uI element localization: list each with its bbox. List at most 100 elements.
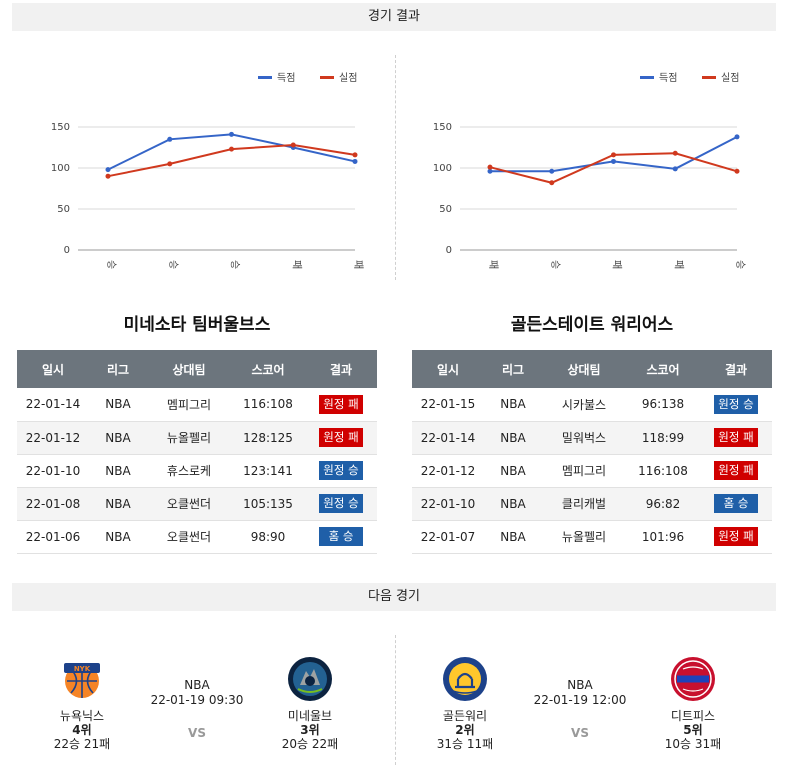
team-record: 31승 11패 xyxy=(436,737,494,751)
data-point xyxy=(611,152,616,158)
chart-right: 0 50 100 150 패 승 패 패 승 득점 실점 xyxy=(412,60,757,275)
y-tick-label: 100 xyxy=(433,163,452,174)
data-point xyxy=(167,136,173,142)
team-rank: 3위 xyxy=(300,723,320,737)
legend-label: 득점 xyxy=(277,72,295,84)
legend-swatch xyxy=(320,76,334,79)
home-team[interactable]: NYK 뉴욕닉스 4위 22승 21패 xyxy=(37,655,127,751)
data-point xyxy=(105,167,111,173)
table-row[interactable]: 22-01-14 NBA 밀워벅스 118:99 원정 패 xyxy=(412,421,772,455)
data-point xyxy=(734,168,740,174)
cell-score: 96:82 xyxy=(626,487,700,521)
cell-result: 원정 승 xyxy=(700,388,772,422)
table-row[interactable]: 22-01-15 NBA 시카불스 96:138 원정 승 xyxy=(412,388,772,422)
table-row[interactable]: 22-01-06 NBA 오클썬더 98:90 홈 승 xyxy=(17,520,377,554)
cell-opponent: 뉴올펠리 xyxy=(542,520,626,554)
cell-date: 22-01-06 xyxy=(17,520,89,554)
cell-opponent: 멤피그리 xyxy=(147,388,231,422)
team-rank: 2위 xyxy=(455,723,475,737)
cell-score: 96:138 xyxy=(626,388,700,422)
game-info: NBA 22-01-19 09:30 xyxy=(142,678,252,708)
vs-label: VS xyxy=(571,726,589,740)
series-line xyxy=(107,133,356,171)
result-badge: 홈 승 xyxy=(714,494,758,513)
team-name: 디트피스 xyxy=(670,709,716,723)
cell-result: 원정 패 xyxy=(700,454,772,488)
pistons-logo-icon xyxy=(671,657,715,701)
cell-date: 22-01-14 xyxy=(412,421,484,455)
table-row[interactable]: 22-01-12 NBA 멤피그리 116:108 원정 패 xyxy=(412,454,772,488)
data-point xyxy=(611,158,616,164)
next-game-card[interactable]: NYK 뉴욕닉스 4위 22승 21패 NBA 22-01-19 09:30 V… xyxy=(12,650,382,760)
table-row[interactable]: 22-01-07 NBA 뉴올펠리 101:96 원정 패 xyxy=(412,520,772,554)
data-point xyxy=(352,152,358,158)
cell-league: NBA xyxy=(89,520,147,554)
cell-league: NBA xyxy=(484,487,542,521)
score-chart-golden-state: 0 50 100 150 패 승 패 패 승 득점 실점 xyxy=(433,72,746,269)
y-tick-label: 150 xyxy=(433,122,452,133)
team-record: 20승 22패 xyxy=(281,737,339,751)
legend-label: 실점 xyxy=(339,72,357,84)
cell-opponent: 뉴올펠리 xyxy=(147,421,231,455)
cell-league: NBA xyxy=(89,421,147,455)
cell-date: 22-01-12 xyxy=(412,454,484,488)
y-tick-label: 0 xyxy=(446,245,452,256)
cell-score: 118:99 xyxy=(626,421,700,455)
cell-date: 22-01-08 xyxy=(17,487,89,521)
team-title-golden-state: 골든스테이트 워리어스 xyxy=(510,315,674,335)
data-point xyxy=(487,164,493,170)
table-row[interactable]: 22-01-08 NBA 오클썬더 105:135 원정 승 xyxy=(17,487,377,521)
data-point xyxy=(672,166,678,172)
cell-date: 22-01-15 xyxy=(412,388,484,422)
data-point xyxy=(229,131,234,137)
x-tick-label: 패 xyxy=(672,260,684,269)
cell-result: 원정 패 xyxy=(700,421,772,455)
cell-result: 원정 승 xyxy=(305,487,377,521)
cell-opponent: 휴스로케 xyxy=(147,454,231,488)
data-point xyxy=(487,168,493,174)
column-header: 리그 xyxy=(484,350,542,388)
away-team[interactable]: 디트피스 5위 10승 31패 xyxy=(648,655,738,751)
cell-opponent: 오클썬더 xyxy=(147,487,231,521)
game-league: NBA xyxy=(567,678,593,692)
result-badge: 원정 패 xyxy=(714,527,758,546)
table-row[interactable]: 22-01-14 NBA 멤피그리 116:108 원정 패 xyxy=(17,388,377,422)
cell-result: 원정 패 xyxy=(305,421,377,455)
cell-league: NBA xyxy=(484,388,542,422)
result-badge: 원정 패 xyxy=(714,461,758,480)
away-team[interactable]: 미네울브 3위 20승 22패 xyxy=(265,655,355,751)
game-league: NBA xyxy=(184,678,210,692)
next-game-section-title: 다음 경기 xyxy=(12,583,776,611)
cell-opponent: 밀워벅스 xyxy=(542,421,626,455)
cell-opponent: 오클썬더 xyxy=(147,520,231,554)
game-datetime: 22-01-19 12:00 xyxy=(533,693,627,707)
data-point xyxy=(549,168,555,174)
cell-score: 98:90 xyxy=(231,520,305,554)
team-name: 미네울브 xyxy=(287,709,333,723)
chart-left: 0 50 100 150 승 승 승 패 패 득점 실점 xyxy=(30,60,375,275)
cell-league: NBA xyxy=(484,454,542,488)
cell-result: 홈 승 xyxy=(305,520,377,554)
home-team[interactable]: 골든워리 2위 31승 11패 xyxy=(420,655,510,751)
data-point xyxy=(105,173,111,179)
y-tick-label: 50 xyxy=(439,204,452,215)
data-point xyxy=(290,142,296,148)
table-row[interactable]: 22-01-10 NBA 클리캐벌 96:82 홈 승 xyxy=(412,487,772,521)
table-row[interactable]: 22-01-12 NBA 뉴올펠리 128:125 원정 패 xyxy=(17,421,377,455)
next-game-card[interactable]: 골든워리 2위 31승 11패 NBA 22-01-19 12:00 VS 디트… xyxy=(395,650,765,760)
table-row[interactable]: 22-01-10 NBA 휴스로케 123:141 원정 승 xyxy=(17,454,377,488)
column-header: 일시 xyxy=(412,350,484,388)
data-point xyxy=(167,161,173,167)
column-header: 결과 xyxy=(700,350,772,388)
x-tick-label: 승 xyxy=(734,260,746,269)
charts-divider xyxy=(395,55,396,280)
cell-date: 22-01-07 xyxy=(412,520,484,554)
data-point xyxy=(229,146,234,152)
data-point xyxy=(352,158,358,164)
game-datetime: 22-01-19 09:30 xyxy=(150,693,244,707)
x-tick-label: 승 xyxy=(229,260,241,269)
cell-date: 22-01-10 xyxy=(17,454,89,488)
results-table-golden-state: 일시 리그 상대팀 스코어 결과 22-01-15 NBA 시카불스 96:138 원정 승 22… xyxy=(412,350,772,554)
cell-league: NBA xyxy=(89,388,147,422)
cell-score: 123:141 xyxy=(231,454,305,488)
